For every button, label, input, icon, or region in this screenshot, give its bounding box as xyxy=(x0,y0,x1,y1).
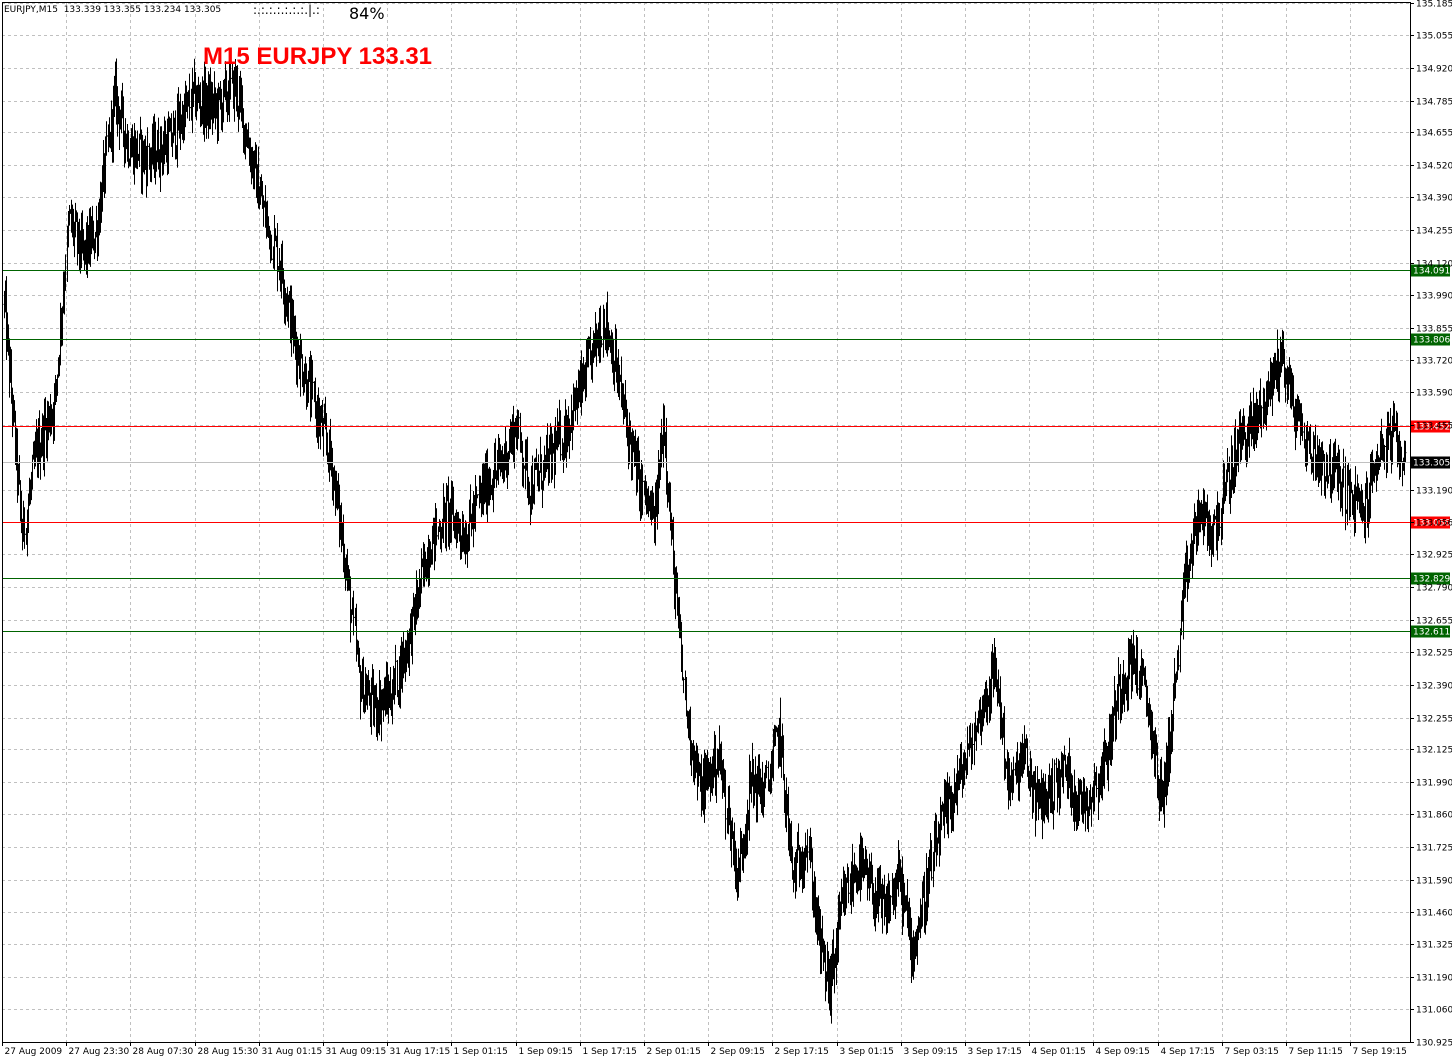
ohlc-bar xyxy=(229,62,232,100)
ohlc-bar xyxy=(105,121,108,156)
ohlc-bar xyxy=(1260,405,1263,438)
ohlc-bar xyxy=(889,895,892,921)
ohlc-bar xyxy=(1136,637,1139,696)
ohlc-bar xyxy=(23,507,26,549)
ohlc-bar xyxy=(1053,759,1056,811)
ohlc-bars xyxy=(3,58,1407,1024)
ohlc-bar xyxy=(600,336,603,348)
ohlc-bar xyxy=(559,410,562,461)
ohlc-bar xyxy=(1012,756,1015,794)
ohlc-bar xyxy=(724,769,727,840)
ohlc-bar xyxy=(394,644,397,696)
ohlc-bar xyxy=(847,867,850,904)
ohlc-bar xyxy=(352,590,355,636)
ohlc-bar xyxy=(270,234,273,261)
ohlc-bar xyxy=(765,760,768,779)
ohlc-bar xyxy=(276,222,279,292)
ohlc-bar xyxy=(682,677,685,694)
ohlc-bar xyxy=(1177,645,1180,671)
ohlc-bar xyxy=(806,829,809,873)
ohlc-bar xyxy=(146,127,149,187)
ohlc-bar xyxy=(188,73,191,122)
ohlc-bar xyxy=(971,723,974,765)
ohlc-bar xyxy=(517,410,520,439)
ohlc-bar xyxy=(435,508,438,546)
ohlc-bar xyxy=(930,840,933,881)
ohlc-bar xyxy=(641,464,644,516)
ohlc-bar xyxy=(311,359,314,400)
grid-layer xyxy=(2,2,1410,1043)
ohlc-bar xyxy=(476,494,479,499)
ohlc-bar xyxy=(1095,766,1098,798)
